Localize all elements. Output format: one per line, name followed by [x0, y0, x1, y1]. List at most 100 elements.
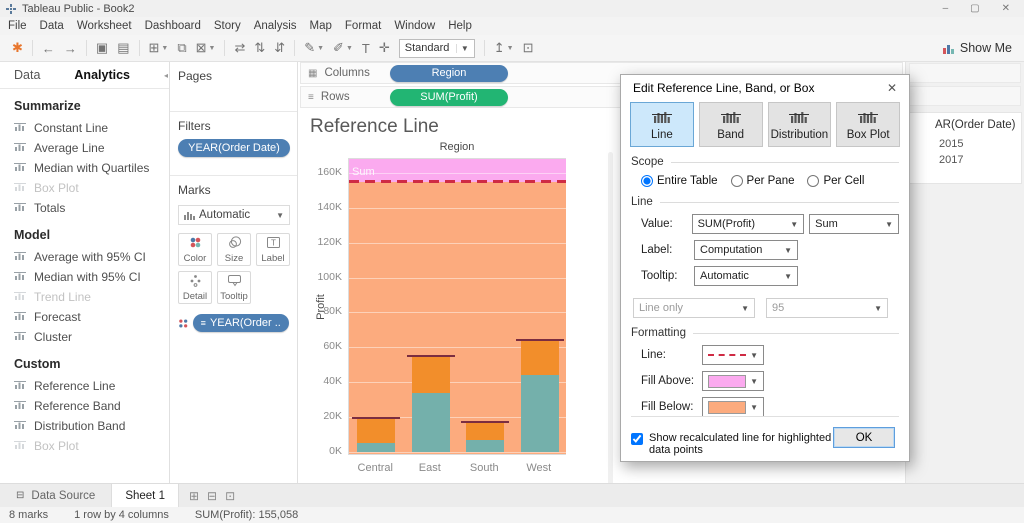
tooltip-dropdown[interactable]: Automatic ▼	[694, 266, 798, 286]
new-dashboard-button[interactable]: ⊟	[207, 488, 218, 503]
marks-pill-year-order-date[interactable]: ≡ YEAR(Order ..	[192, 314, 289, 332]
bar-segment-central-2017[interactable]	[357, 417, 396, 444]
dialog-tab-distribution[interactable]: Distribution	[767, 102, 832, 147]
clear-sheet-icon[interactable]: ⊠ ▼	[196, 40, 216, 56]
minimize-button[interactable]: –	[942, 3, 949, 14]
menu-map[interactable]: Map	[309, 20, 332, 32]
analytics-item-reference-line[interactable]: Reference Line	[0, 376, 169, 396]
legend-item-2017[interactable]: 2017	[939, 154, 964, 166]
bar-segment-east-2015[interactable]	[411, 392, 450, 452]
scope-radio-entire-table[interactable]	[641, 175, 653, 187]
value-aggregation-dropdown[interactable]: Sum ▼	[809, 214, 899, 234]
size-button[interactable]: Size	[217, 233, 251, 266]
columns-shelf[interactable]: ▦ Columns Region	[300, 62, 903, 84]
duplicate-sheet-icon[interactable]: ⧉	[177, 40, 186, 56]
bar-segment-west-2017[interactable]	[520, 339, 559, 376]
line-style-dropdown[interactable]: ▼	[702, 345, 764, 365]
menu-file[interactable]: File	[8, 20, 27, 32]
data-source-tab[interactable]: ⊟ Data Source	[0, 484, 111, 507]
filters-shelf[interactable]: Filters YEAR(Order Date)	[170, 112, 297, 176]
new-worksheet-icon[interactable]: ⊞ ▼	[149, 40, 169, 56]
analytics-item-reference-band[interactable]: Reference Band	[0, 396, 169, 416]
scope-radio-per-cell[interactable]	[807, 175, 820, 187]
analytics-item-distribution-band[interactable]: Distribution Band	[0, 416, 169, 436]
menu-analysis[interactable]: Analysis	[253, 20, 297, 32]
fit-mode-dropdown[interactable]: Standard ▼	[398, 38, 475, 58]
bar-segment-east-2017[interactable]	[411, 356, 450, 393]
fix-axes-icon[interactable]: ✛	[379, 40, 390, 56]
analytics-item-median-with-quartiles[interactable]: Median with Quartiles	[0, 158, 169, 178]
analytics-item-totals[interactable]: Totals	[0, 198, 169, 218]
format-icon[interactable]: ✐ ▼	[333, 40, 353, 56]
menu-worksheet[interactable]: Worksheet	[76, 20, 132, 32]
share-icon[interactable]: ↥ ▼	[494, 40, 514, 56]
text-label-icon[interactable]: T	[362, 41, 370, 56]
value-field-dropdown[interactable]: SUM(Profit) ▼	[691, 214, 805, 234]
presentation-mode-icon[interactable]: ⊡	[523, 40, 534, 56]
analytics-item-median-with-95-ci[interactable]: Median with 95% CI	[0, 267, 169, 287]
filter-pill-year-order-date[interactable]: YEAR(Order Date)	[178, 139, 290, 157]
x-axis-category-label[interactable]: East	[418, 462, 441, 474]
analytics-item-cluster[interactable]: Cluster	[0, 327, 169, 347]
scope-option-per-pane[interactable]: Per Pane	[730, 175, 794, 187]
close-button[interactable]: ✕	[1001, 3, 1010, 14]
reference-line[interactable]	[349, 180, 566, 184]
bar-segment-south-2015[interactable]	[466, 439, 505, 452]
rows-pill-sum-profit[interactable]: SUM(Profit)	[390, 88, 508, 106]
new-worksheet-button[interactable]: ⊞	[188, 488, 200, 503]
redo-icon[interactable]: →	[64, 41, 77, 56]
undo-icon[interactable]: ←	[42, 41, 55, 56]
recalculated-line-checkbox[interactable]	[631, 433, 643, 445]
bar-segment-south-2017[interactable]	[466, 422, 505, 440]
menu-dashboard[interactable]: Dashboard	[144, 20, 201, 32]
menu-format[interactable]: Format	[344, 20, 382, 32]
color-button[interactable]: Color	[178, 233, 212, 266]
analytics-item-average-line[interactable]: Average Line	[0, 138, 169, 158]
tableau-logo-icon[interactable]: ✱	[12, 40, 23, 56]
fill-above-dropdown[interactable]: ▼	[702, 371, 764, 391]
tab-sheet-1[interactable]: Sheet 1	[111, 484, 179, 507]
new-story-button[interactable]: ⊡	[225, 488, 236, 503]
show-me-button[interactable]: Show Me	[942, 41, 1012, 55]
x-axis-category-label[interactable]: Central	[357, 462, 393, 474]
scope-option-entire-table[interactable]: Entire Table	[641, 175, 718, 187]
analytics-item-forecast[interactable]: Forecast	[0, 307, 169, 327]
vertical-scrollbar[interactable]	[608, 152, 613, 523]
sort-descending-icon[interactable]: ⇵	[274, 40, 285, 56]
label-button[interactable]: T Label	[256, 233, 290, 266]
collapse-pane-icon[interactable]: ◂	[164, 70, 169, 80]
dialog-tab-box-plot[interactable]: Box Plot	[836, 102, 900, 147]
legend-item-2015[interactable]: 2015	[939, 138, 964, 150]
tab-data[interactable]: Data	[14, 68, 41, 82]
dialog-close-icon[interactable]: ✕	[886, 80, 898, 95]
bar-segment-west-2015[interactable]	[520, 375, 559, 452]
tab-analytics[interactable]: Analytics	[74, 68, 130, 82]
analytics-item-average-with-95-ci[interactable]: Average with 95% CI	[0, 247, 169, 267]
detail-button[interactable]: Detail	[178, 271, 212, 304]
menu-window[interactable]: Window	[394, 20, 436, 32]
scope-radio-per-pane[interactable]	[730, 175, 743, 187]
swap-rows-columns-icon[interactable]: ⇄	[234, 40, 245, 56]
mark-type-dropdown[interactable]: Automatic ▼	[178, 205, 290, 225]
menu-story[interactable]: Story	[213, 20, 241, 32]
save-icon[interactable]: ▣	[96, 40, 108, 56]
bar-segment-central-2015[interactable]	[357, 443, 396, 452]
ok-button[interactable]: OK	[833, 427, 895, 448]
sort-ascending-icon[interactable]: ⇅	[254, 40, 265, 56]
x-axis-category-label[interactable]: South	[469, 462, 499, 474]
dialog-tab-line[interactable]: Line	[630, 102, 694, 147]
x-axis-category-label[interactable]: West	[526, 462, 552, 474]
highlight-icon[interactable]: ✎ ▼	[304, 40, 324, 56]
scope-option-per-cell[interactable]: Per Cell	[807, 175, 864, 187]
restore-button[interactable]: ▢	[970, 3, 980, 14]
columns-pill-region[interactable]: Region	[390, 64, 508, 82]
tooltip-button[interactable]: Tooltip	[217, 271, 251, 304]
label-dropdown[interactable]: Computation ▼	[694, 240, 798, 260]
chart-pane[interactable]: Sum	[348, 158, 566, 455]
menu-data[interactable]: Data	[39, 20, 64, 32]
pages-shelf[interactable]: Pages	[170, 62, 297, 112]
analytics-item-constant-line[interactable]: Constant Line	[0, 118, 169, 138]
new-data-source-icon[interactable]: ▤	[117, 40, 129, 56]
dialog-tab-band[interactable]: Band	[698, 102, 763, 147]
fill-below-dropdown[interactable]: ▼	[702, 397, 764, 417]
